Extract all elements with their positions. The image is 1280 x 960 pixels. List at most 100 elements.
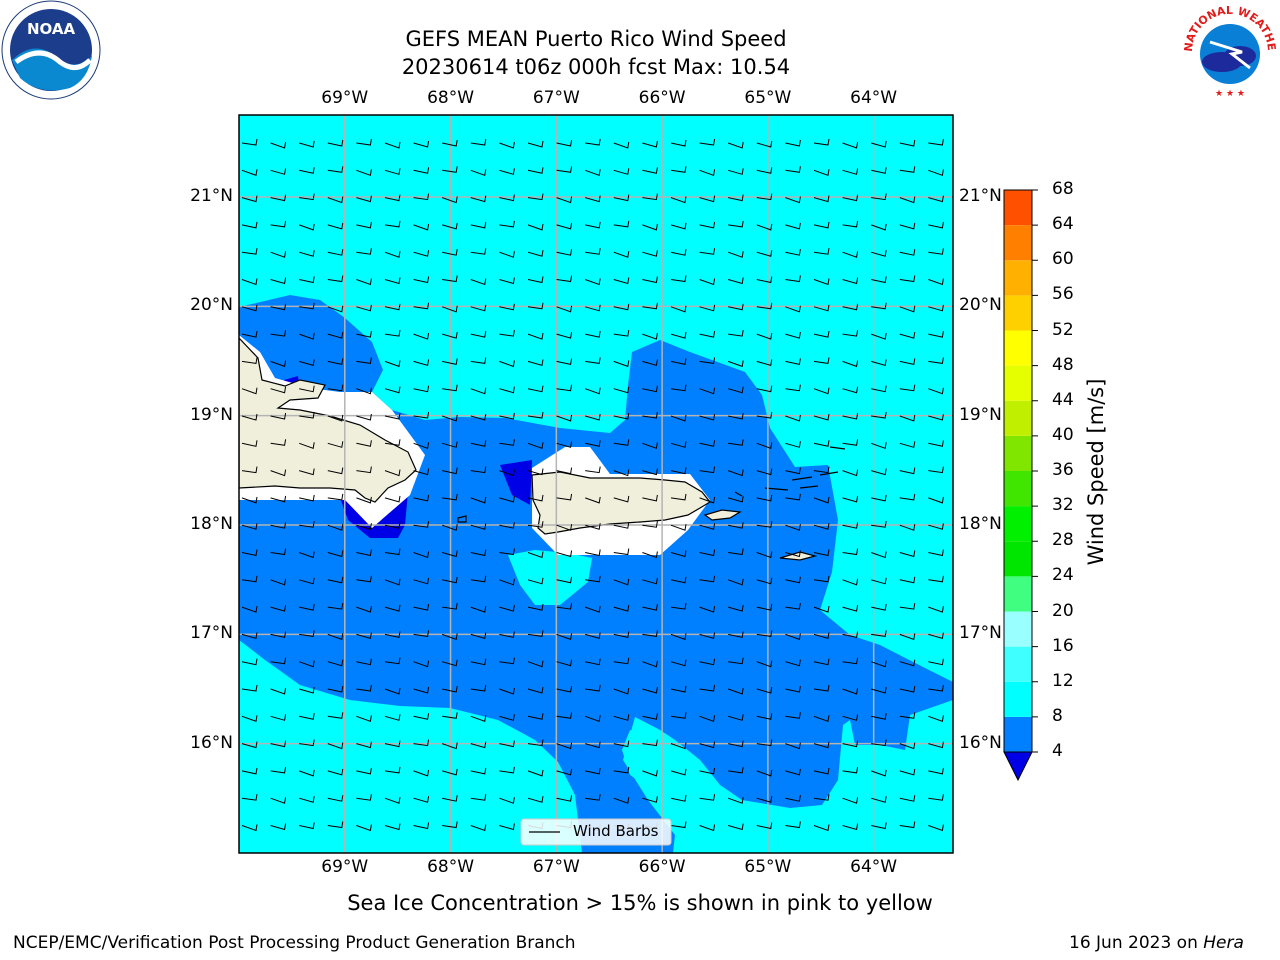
wind-barb — [813, 387, 830, 395]
wind-barb — [613, 220, 630, 228]
colorbar-swatch — [1004, 576, 1032, 612]
colorbar-tick-label: 32 — [1052, 495, 1074, 516]
wind-barb — [556, 414, 573, 422]
wind-barb — [642, 739, 658, 747]
wind-barb — [899, 659, 916, 667]
noaa-logo-text: NOAA — [27, 20, 76, 38]
wind-barb — [413, 359, 430, 367]
wind-barb — [785, 384, 801, 392]
wind-barb — [728, 548, 744, 556]
wind-barb — [442, 414, 458, 422]
wind-barb — [871, 302, 887, 310]
lat-tick-left: 18°N — [190, 514, 233, 534]
wind-barb — [241, 169, 258, 176]
wind-band-4-8 — [239, 295, 953, 853]
wind-barb — [527, 333, 544, 340]
wind-barb — [327, 384, 344, 392]
wind-barb — [871, 686, 887, 694]
wind-barb — [699, 357, 716, 364]
wind-barb — [470, 549, 487, 557]
wind-barb — [270, 168, 287, 175]
wind-barb — [556, 633, 573, 641]
wind-barb — [585, 138, 601, 146]
wind-barb — [270, 740, 287, 748]
colorbar-extend — [1003, 751, 1033, 782]
wind-barb — [470, 138, 487, 146]
wind-barb — [585, 466, 601, 474]
wind-barb — [527, 551, 544, 559]
wind-barb — [613, 766, 630, 774]
wind-barb — [299, 276, 315, 284]
wind-barb — [270, 522, 287, 529]
wind-barb — [899, 795, 916, 802]
wind-barb — [585, 357, 601, 364]
wind-barb — [327, 358, 344, 365]
wind-barb — [813, 440, 830, 447]
wind-barb — [327, 139, 344, 147]
wind-barb — [699, 606, 716, 613]
wind-barb — [499, 522, 515, 529]
wind-barb — [270, 439, 287, 446]
wind-barb — [327, 467, 344, 475]
wind-barb — [241, 549, 258, 557]
wind-barb — [556, 358, 573, 365]
wind-barb — [413, 577, 430, 585]
wind-barb — [613, 797, 630, 804]
wind-barb — [556, 685, 573, 693]
wind-barb — [613, 194, 630, 202]
wind-barb — [871, 193, 887, 201]
wind-barb — [871, 385, 887, 393]
wind-barb — [241, 523, 258, 530]
colorbar-tick-label: 64 — [1052, 214, 1074, 235]
wind-barb — [556, 166, 573, 173]
wind-barb — [613, 631, 630, 638]
wind-barb — [928, 195, 944, 203]
wind-barb — [270, 303, 287, 311]
wind-barb — [728, 439, 744, 446]
wind-barb — [241, 684, 258, 692]
wind-barb — [899, 275, 916, 283]
wind-barb — [527, 468, 544, 476]
wind-barb — [842, 578, 859, 586]
wind-barb — [756, 686, 773, 694]
wind-barb — [699, 523, 716, 530]
wind-barb — [899, 467, 916, 475]
wind-barb — [756, 276, 773, 284]
wind-barb — [356, 549, 372, 557]
wind-barb — [871, 411, 887, 419]
wind-barb — [442, 821, 458, 829]
wind-barb — [270, 194, 287, 202]
wind-barb — [470, 466, 487, 474]
wind-barb — [413, 140, 430, 148]
wind-barb — [756, 167, 773, 174]
wind-barb — [327, 332, 344, 339]
wind-barb — [813, 278, 830, 286]
wind-barb — [384, 220, 401, 228]
wind-barb — [642, 223, 658, 231]
wind-barb — [756, 333, 773, 340]
wind-barb — [527, 385, 544, 393]
wind-barb — [871, 739, 887, 747]
wind-barb — [384, 657, 401, 665]
wind-barb — [756, 302, 773, 310]
wind-barb — [585, 304, 601, 312]
wind-barb — [270, 631, 287, 638]
wind-barb — [499, 412, 515, 420]
wind-barb — [728, 823, 744, 831]
puerto-rico-land — [531, 471, 711, 535]
wind-barb — [327, 550, 344, 558]
wind-barb — [413, 167, 430, 174]
wind-barb — [327, 768, 344, 776]
wind-barb — [327, 414, 344, 422]
wind-barb — [613, 439, 630, 446]
wind-barb — [728, 714, 744, 721]
map-subtitle: 20230614 t06z 000h fcst Max: 10.54 — [401, 55, 791, 79]
wind-barb — [241, 767, 258, 775]
colorbar-swatch — [1004, 506, 1032, 542]
wind-barb — [871, 630, 887, 637]
wind-barb — [241, 824, 258, 832]
svg-text:★ ★ ★: ★ ★ ★ — [1215, 89, 1245, 99]
wind-barb — [813, 523, 830, 530]
wind-barb — [413, 739, 430, 747]
wind-barb — [613, 714, 630, 721]
